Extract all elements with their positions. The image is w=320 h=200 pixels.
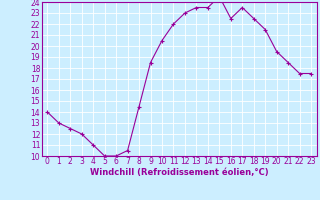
- X-axis label: Windchill (Refroidissement éolien,°C): Windchill (Refroidissement éolien,°C): [90, 168, 268, 177]
